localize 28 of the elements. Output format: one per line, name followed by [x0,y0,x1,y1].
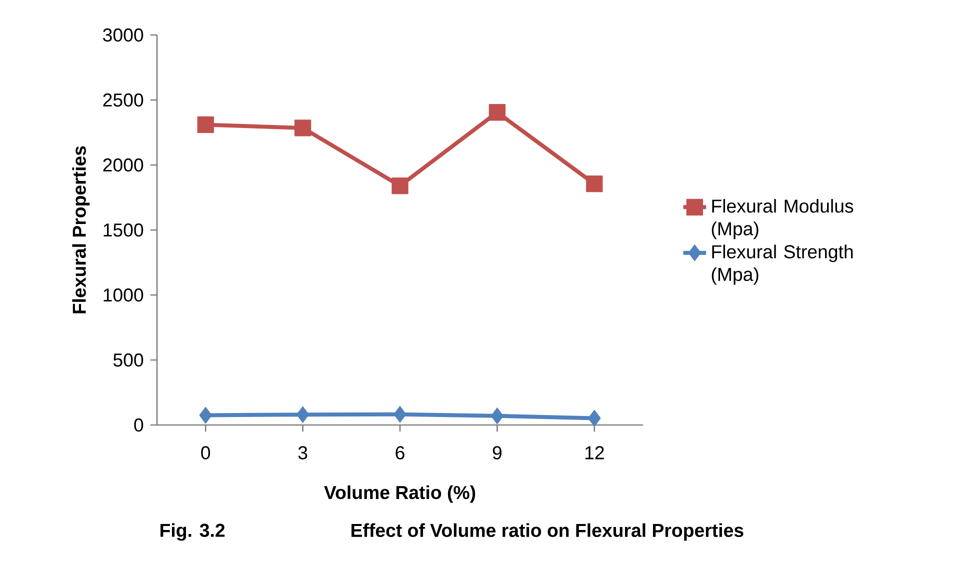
y-tick-label: 1000 [104,288,144,302]
x-tick-label: 6 [396,446,404,460]
y-tick-label: 0 [134,418,144,432]
point [588,410,601,427]
point [488,104,506,121]
y-tick-label: 500 [113,353,144,367]
point [586,176,603,192]
x-tick-label: 9 [492,446,502,460]
text: Effect of Volume ratio on Flexural Properties [352,523,744,541]
point [392,177,408,194]
point [197,116,214,134]
point [199,406,212,424]
y-tick-label: 3000 [103,28,144,42]
legend-label: Flexural Strength (Mpa) [712,244,853,285]
point [490,408,504,424]
point [294,120,312,136]
y-tick-label: 1500 [104,223,144,237]
x-axis-title: Volume Ratio (%) [324,485,476,503]
legend-label: Flexural Modulus (Mpa) [712,199,854,240]
y-axis-title: Flexural Properties [72,146,90,314]
x-tick-label: 0 [201,446,210,460]
y-tick-label: 2500 [103,93,144,107]
point [296,406,310,423]
point [394,406,406,423]
x-tick-label: 12 [585,446,604,460]
y-tick-label: 2000 [103,158,144,172]
caption: Fig. 3.2 [160,523,225,541]
x-tick-label: 3 [298,446,308,460]
